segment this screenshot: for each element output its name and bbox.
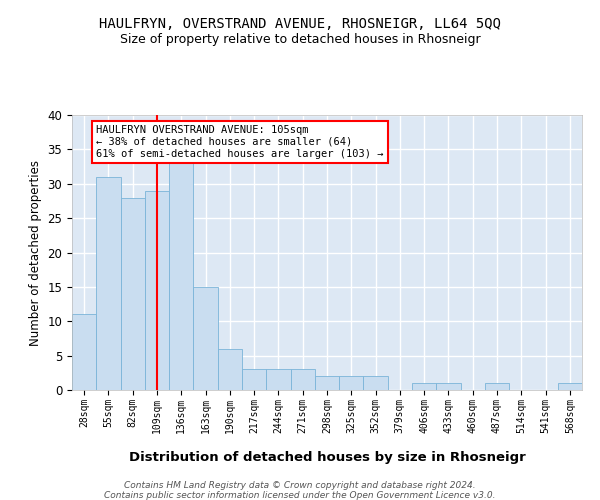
Text: Contains public sector information licensed under the Open Government Licence v3: Contains public sector information licen…: [104, 490, 496, 500]
Bar: [266, 370, 290, 390]
Text: Distribution of detached houses by size in Rhosneigr: Distribution of detached houses by size …: [128, 451, 526, 464]
Bar: [436, 383, 461, 390]
Text: Contains HM Land Registry data © Crown copyright and database right 2024.: Contains HM Land Registry data © Crown c…: [124, 480, 476, 490]
Bar: [339, 376, 364, 390]
Bar: [558, 383, 582, 390]
Bar: [121, 198, 145, 390]
Bar: [96, 177, 121, 390]
Bar: [193, 287, 218, 390]
Y-axis label: Number of detached properties: Number of detached properties: [29, 160, 42, 346]
Bar: [364, 376, 388, 390]
Text: HAULFRYN OVERSTRAND AVENUE: 105sqm
← 38% of detached houses are smaller (64)
61%: HAULFRYN OVERSTRAND AVENUE: 105sqm ← 38%…: [96, 126, 384, 158]
Bar: [169, 163, 193, 390]
Bar: [72, 314, 96, 390]
Bar: [315, 376, 339, 390]
Bar: [145, 190, 169, 390]
Bar: [242, 370, 266, 390]
Bar: [290, 370, 315, 390]
Text: HAULFRYN, OVERSTRAND AVENUE, RHOSNEIGR, LL64 5QQ: HAULFRYN, OVERSTRAND AVENUE, RHOSNEIGR, …: [99, 18, 501, 32]
Bar: [412, 383, 436, 390]
Bar: [485, 383, 509, 390]
Text: Size of property relative to detached houses in Rhosneigr: Size of property relative to detached ho…: [119, 32, 481, 46]
Bar: [218, 349, 242, 390]
